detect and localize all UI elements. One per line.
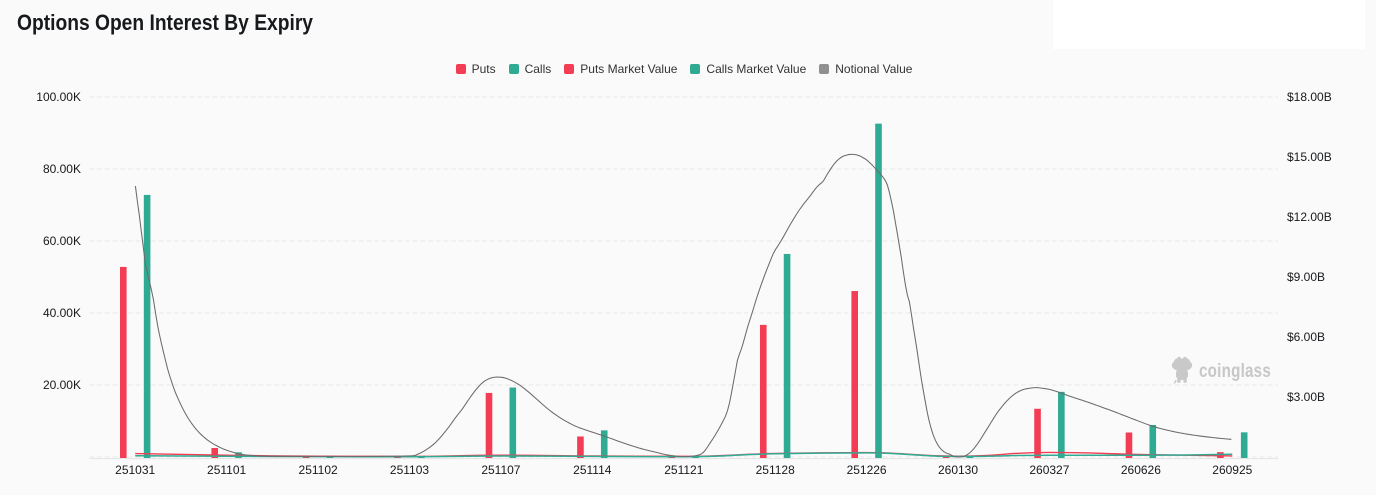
svg-text:Options Open Interest By Expir: Options Open Interest By Expiry bbox=[17, 10, 313, 35]
svg-text:coinglass: coinglass bbox=[1199, 360, 1271, 382]
